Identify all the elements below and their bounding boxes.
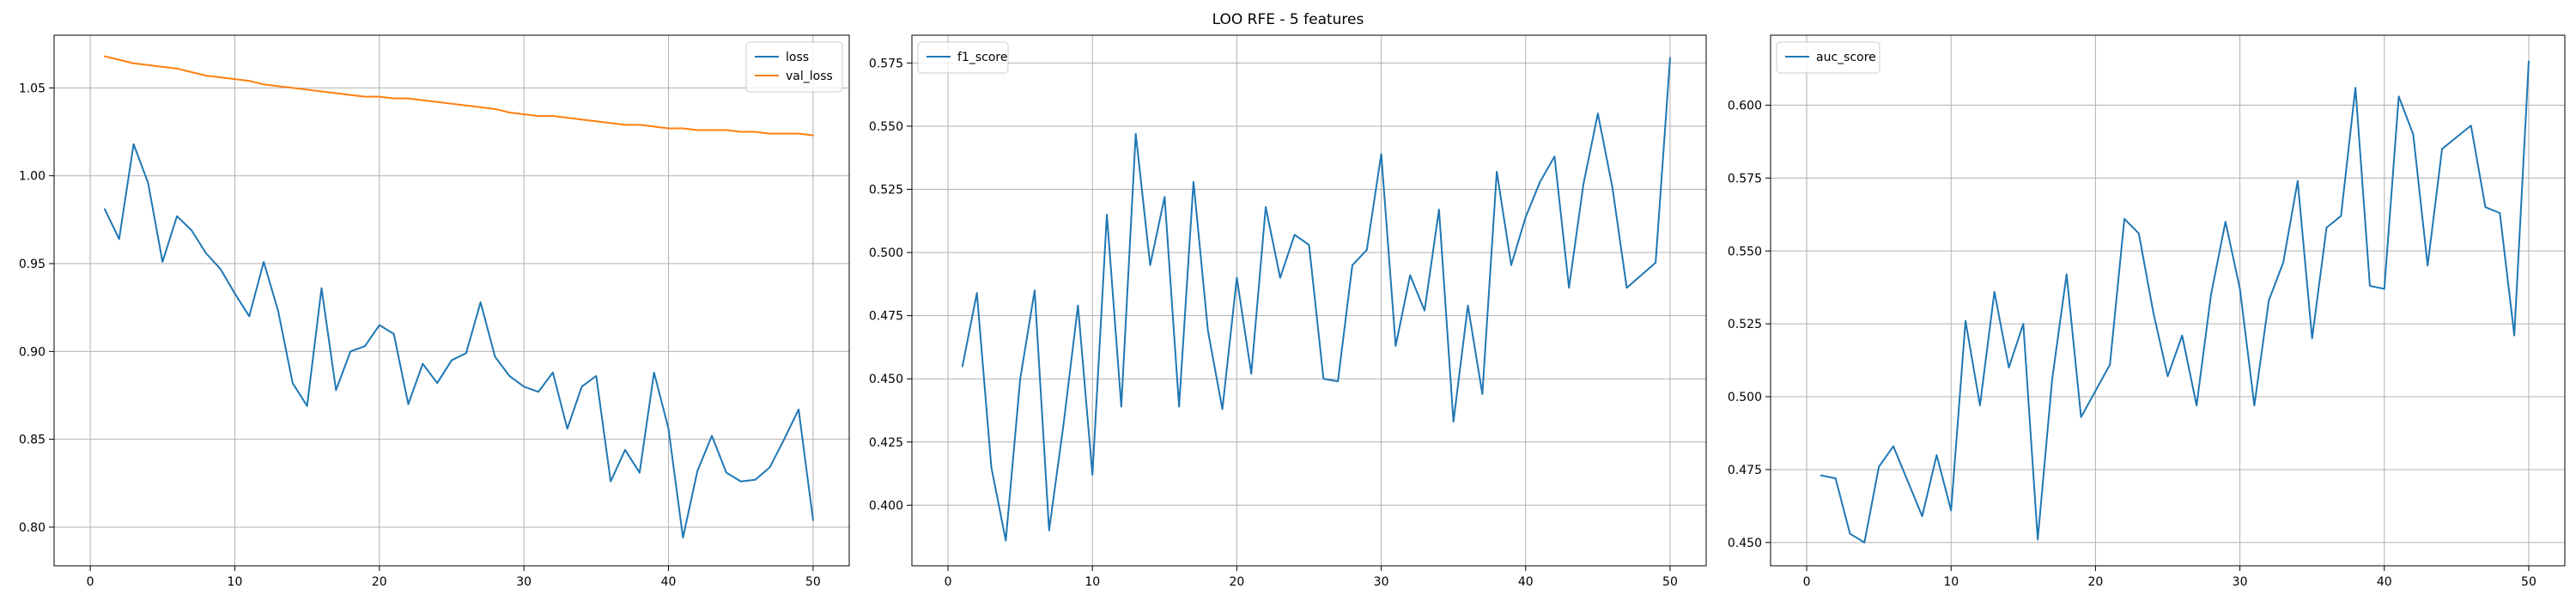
subplot-2: 0 10 20 30 40 50 0.400 0.425 0.450 0.475 0.500 0.52…	[869, 34, 1707, 589]
y-tick-label: 0.450	[1728, 537, 1762, 550]
legend-label: val_loss	[786, 70, 833, 83]
x-tick-label: 0	[945, 575, 952, 589]
x-tick-label: 50	[2521, 575, 2537, 589]
y-tick-label: 0.525	[869, 184, 903, 197]
series-line-loss	[103, 143, 814, 539]
x-tick-label: 50	[805, 575, 821, 589]
x-tick-label: 40	[2377, 575, 2392, 589]
y-tick-label: 0.85	[19, 434, 46, 447]
x-tick-label: 30	[516, 575, 532, 589]
x-tick-label: 40	[661, 575, 677, 589]
x-tick-label: 20	[2087, 575, 2103, 589]
series-line-val-loss	[103, 55, 814, 137]
x-tick-label: 10	[1943, 575, 1959, 589]
y-tick-label: 0.525	[1728, 318, 1762, 331]
x-tick-label: 20	[372, 575, 387, 589]
x-tick-label: 20	[1229, 575, 1244, 589]
legend-box	[745, 41, 843, 93]
y-tick-label: 0.475	[869, 310, 903, 324]
y-tick-label: 0.500	[869, 246, 903, 260]
x-tick-label: 30	[2233, 575, 2248, 589]
y-tick-label: 0.575	[1728, 172, 1762, 185]
legend-label: auc_score	[1816, 51, 1876, 64]
y-tick-label: 0.95	[19, 258, 46, 271]
subplot-1: 0 10 20 30 40 50 0.80 0.85 0.90 0.95 1.00 1.05 loss v…	[19, 34, 850, 589]
axes-frame	[53, 34, 850, 567]
legend-box	[917, 41, 1009, 74]
subplot-3: 0 10 20 30 40 50 0.450 0.475 0.500 0.525 0.550 0.57…	[1728, 34, 2566, 589]
figure-title: LOO RFE - 5 features	[1212, 11, 1364, 28]
y-tick-label: 0.475	[1728, 464, 1762, 477]
legend: f1_score	[917, 41, 1009, 74]
x-tick-label: 10	[228, 575, 243, 589]
legend: auc_score	[1776, 41, 1880, 74]
legend-box	[1776, 41, 1880, 74]
y-tick-label: 0.550	[1728, 245, 1762, 258]
legend-label: loss	[786, 51, 809, 64]
x-tick-label: 30	[1374, 575, 1389, 589]
y-tick-label: 1.05	[19, 82, 46, 95]
y-tick-label: 0.600	[1728, 99, 1762, 112]
x-tick-label: 0	[1803, 575, 1811, 589]
y-tick-label: 0.575	[869, 57, 903, 70]
axes-frame	[1770, 34, 2566, 567]
y-tick-label: 0.425	[869, 436, 903, 450]
y-tick-label: 0.80	[19, 521, 46, 535]
x-tick-label: 40	[1518, 575, 1534, 589]
y-tick-label: 0.90	[19, 345, 46, 359]
series-line-f1-score	[961, 57, 1671, 542]
x-tick-label: 0	[87, 575, 94, 589]
x-tick-label: 10	[1084, 575, 1100, 589]
subplot-grid: 0 10 20 30 40 50 0.80 0.85 0.90 0.95 1.00 1.05 loss v…	[19, 34, 2566, 589]
x-tick-label: 50	[1662, 575, 1678, 589]
y-tick-label: 0.500	[1728, 391, 1762, 404]
y-tick-label: 1.00	[19, 170, 46, 184]
series-line-auc-score	[1820, 60, 2530, 543]
legend: loss val_loss	[745, 41, 843, 93]
axes-frame	[911, 34, 1707, 567]
legend-label: f1_score	[957, 51, 1007, 64]
y-tick-label: 0.450	[869, 373, 903, 386]
y-tick-label: 0.550	[869, 120, 903, 134]
y-tick-label: 0.400	[869, 499, 903, 513]
